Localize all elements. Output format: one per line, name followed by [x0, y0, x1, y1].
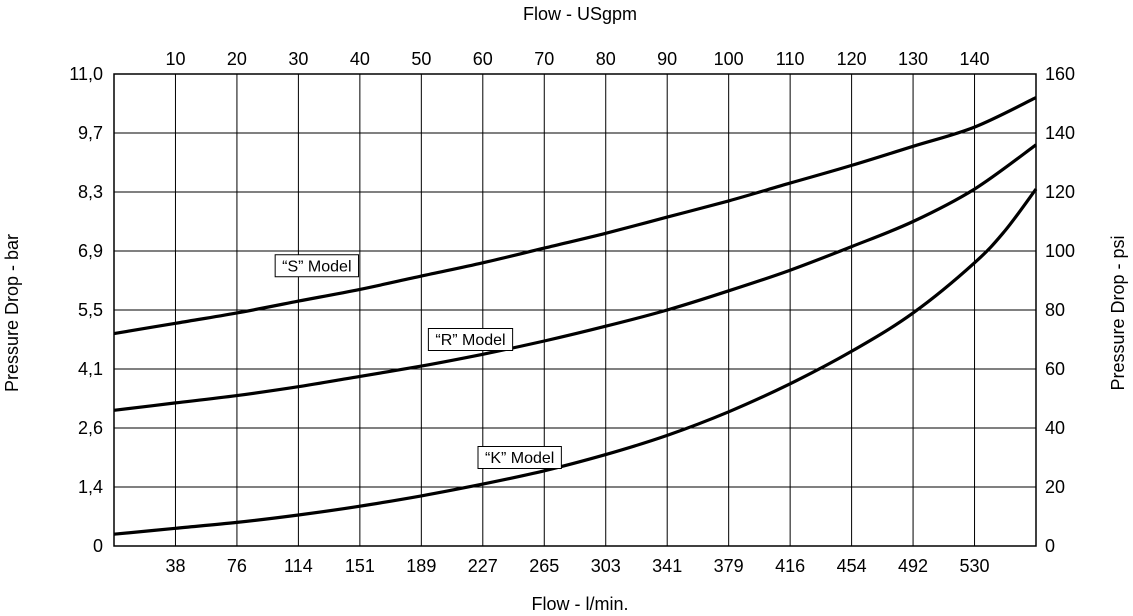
bottom-tick-label: 189	[406, 556, 436, 576]
left-tick-label: 8,3	[78, 182, 103, 202]
left-axis-title: Pressure Drop - bar	[2, 234, 22, 392]
bottom-tick-label: 38	[165, 556, 185, 576]
top-tick-label: 90	[657, 49, 677, 69]
top-tick-label: 20	[227, 49, 247, 69]
left-tick-label: 0	[93, 536, 103, 556]
bottom-tick-label: 454	[837, 556, 867, 576]
right-tick-label: 120	[1045, 182, 1075, 202]
right-tick-label: 40	[1045, 418, 1065, 438]
series-curve-3	[113, 188, 1038, 536]
left-tick-label: 1,4	[78, 477, 103, 497]
top-tick-label: 110	[776, 49, 805, 69]
series-curve-2	[113, 143, 1037, 412]
left-tick-label: 4,1	[78, 359, 103, 379]
bottom-tick-label: 492	[898, 556, 928, 576]
top-tick-label: 50	[411, 49, 431, 69]
bottom-tick-label: 341	[652, 556, 682, 576]
bottom-tick-label: 379	[714, 556, 744, 576]
bottom-tick-label: 416	[775, 556, 805, 576]
top-tick-label: 80	[596, 49, 616, 69]
top-axis-title: Flow - USgpm	[523, 4, 637, 24]
series-label-box	[274, 254, 360, 278]
top-tick-label: 40	[350, 49, 370, 69]
bottom-axis-title: Flow - l/min.	[531, 594, 628, 614]
left-tick-label: 2,6	[78, 418, 103, 438]
left-tick-label: 11,0	[69, 64, 103, 84]
right-tick-label: 80	[1045, 300, 1065, 320]
left-tick-label: 5,5	[78, 300, 103, 320]
bottom-tick-label: 530	[960, 556, 990, 576]
left-tick-label: 9,7	[78, 123, 103, 143]
series-label-layer: “S” Model “R” Model “K” Model	[274, 254, 562, 469]
bottom-tick-label: 76	[227, 556, 247, 576]
top-tick-label: 30	[288, 49, 308, 69]
series-label-box	[427, 328, 514, 351]
series-label-text: “R” Model	[435, 332, 505, 349]
right-tick-label: 0	[1045, 536, 1055, 556]
right-tick-label: 140	[1045, 123, 1075, 143]
series-label-text: “K” Model	[485, 450, 554, 467]
curve-layer	[113, 96, 1038, 536]
top-tick-label: 70	[534, 49, 554, 69]
top-tick-label: 130	[898, 49, 928, 69]
bottom-tick-label: 114	[284, 556, 313, 576]
bottom-tick-label: 303	[591, 556, 621, 576]
tick-label-layer: 10 20 30 40 50 60 70 80 90 100 110 120 130 140 38 76 114…	[69, 49, 1075, 576]
grid-layer	[114, 74, 1036, 546]
right-tick-label: 20	[1045, 477, 1065, 497]
bottom-tick-label: 151	[345, 556, 375, 576]
right-tick-label: 160	[1045, 64, 1075, 84]
top-tick-label: 140	[960, 49, 990, 69]
top-tick-label: 100	[714, 49, 744, 69]
top-tick-label: 10	[165, 49, 185, 69]
right-axis-title: Pressure Drop - psi	[1108, 235, 1128, 390]
top-tick-label: 60	[473, 49, 493, 69]
series-label-1: “S” Model	[274, 254, 360, 278]
series-label-box	[477, 446, 562, 469]
plot-frame	[113, 73, 1037, 547]
series-label-2: “R” Model	[427, 328, 514, 351]
series-label-3: “K” Model	[477, 446, 562, 469]
right-tick-label: 100	[1045, 241, 1075, 261]
left-tick-label: 6,9	[78, 241, 103, 261]
bottom-tick-label: 227	[468, 556, 498, 576]
top-tick-label: 120	[837, 49, 867, 69]
series-curve-1	[113, 96, 1037, 336]
right-tick-label: 60	[1045, 359, 1065, 379]
series-label-text: “S” Model	[282, 258, 351, 275]
bottom-tick-label: 265	[529, 556, 559, 576]
